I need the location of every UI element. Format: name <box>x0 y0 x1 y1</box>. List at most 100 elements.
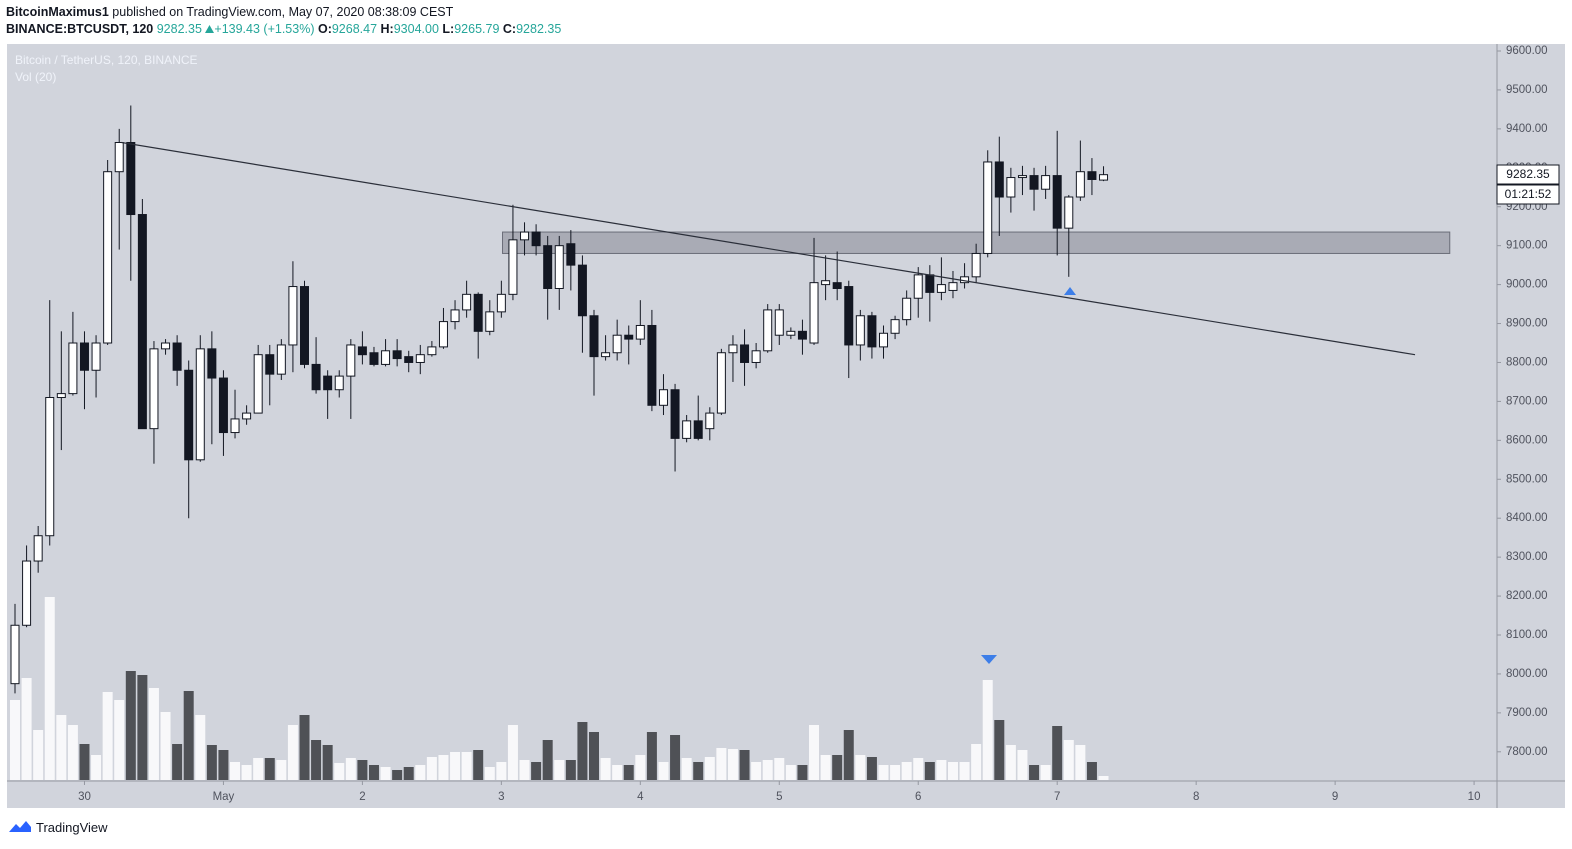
last-price: 9282.35 <box>156 22 202 36</box>
candle-body <box>288 286 298 346</box>
brand-logo <box>9 821 31 832</box>
volume-bar <box>1005 745 1016 780</box>
volume-bar <box>704 757 715 780</box>
symbol: BINANCE:BTCUSDT, 120 <box>6 22 154 36</box>
volume-bar <box>866 757 877 780</box>
volume-bar <box>450 752 461 780</box>
volume-bar <box>287 725 298 780</box>
brand: TradingView <box>36 819 108 835</box>
volume-bar <box>218 750 229 780</box>
candle-body <box>438 321 448 348</box>
volume-bar <box>473 750 484 780</box>
candle-body <box>844 286 854 346</box>
volume-bar <box>91 755 102 780</box>
x-tick-label: 9 <box>1332 791 1338 803</box>
volume-bar <box>438 755 449 780</box>
candle-body <box>1041 175 1051 190</box>
volume-bar <box>172 744 183 780</box>
volume-bar <box>241 765 252 780</box>
candle-body <box>33 535 43 562</box>
volume-bar <box>994 720 1005 780</box>
candle-body <box>566 243 576 266</box>
volume-bar <box>322 745 333 780</box>
candle-body <box>415 354 425 363</box>
y-tick-label: 9000.00 <box>1506 279 1548 291</box>
volume-bar <box>125 671 136 780</box>
volume-bar <box>79 744 90 780</box>
candle-body <box>22 560 32 626</box>
candle-body <box>265 354 275 375</box>
volume-bar <box>345 758 356 780</box>
candle-body <box>126 142 136 216</box>
volume-bar <box>554 760 565 780</box>
candle-body <box>230 418 240 434</box>
x-tick-label: 4 <box>637 791 644 803</box>
y-tick-label: 8300.00 <box>1506 551 1548 563</box>
ohlc-value: 9268.47 <box>331 22 378 36</box>
ohlc-value: 9304.00 <box>393 22 439 36</box>
volume-bar <box>21 678 32 780</box>
candle-body <box>450 309 460 323</box>
candle-body <box>705 412 715 430</box>
candle-layer <box>10 105 1416 694</box>
candle-body <box>473 293 483 332</box>
volume-bar <box>276 760 287 780</box>
candle-body <box>357 346 367 356</box>
candle-body <box>1052 175 1062 229</box>
candle-body <box>149 348 159 430</box>
ohlc-value: 9265.79 <box>454 22 500 36</box>
signal-arrow-up <box>1064 287 1076 295</box>
candle-body <box>948 282 958 291</box>
volume-bar <box>809 725 820 780</box>
volume-bar <box>1075 745 1086 780</box>
volume-bar <box>67 725 78 780</box>
candle-body <box>462 293 472 311</box>
volume-bar <box>971 744 982 780</box>
volume-bar <box>160 712 171 780</box>
axis-layer: 7800.00 7900.00 8000.00 8100.00 8200.00 8300.… <box>78 45 1547 803</box>
author: BitcoinMaximus1 <box>6 5 109 19</box>
ohlc: O:9268.47 H:9304.00 L:9265.79 C:9282.35 <box>318 22 561 36</box>
ohlc-label: L: <box>442 22 455 36</box>
volume-bar <box>380 767 391 780</box>
volume-bar <box>600 758 611 780</box>
y-tick-label: 9600.00 <box>1506 45 1548 57</box>
candle-body <box>716 352 726 414</box>
volume-bar <box>148 688 159 780</box>
publish-line: BitcoinMaximus1 published on TradingView… <box>6 5 453 19</box>
candle-body <box>253 354 263 414</box>
y-tick-label: 8100.00 <box>1506 629 1548 641</box>
ohlc-label: C: <box>502 22 517 36</box>
volume-bar <box>519 760 530 780</box>
candle-body <box>1017 175 1027 179</box>
price-tag: 9282.35 <box>1506 167 1550 181</box>
volume-bar <box>114 700 125 780</box>
candle-body <box>994 161 1004 198</box>
candle-body <box>45 397 55 537</box>
price-tag-box <box>1496 164 1560 185</box>
volume-bar <box>681 758 692 780</box>
candle-body <box>554 245 564 289</box>
candle-body <box>311 363 321 391</box>
candle-body <box>427 346 437 356</box>
candle-body <box>323 375 333 391</box>
candle-body <box>601 352 611 358</box>
volume-bar <box>392 770 403 780</box>
candle-body <box>381 350 391 365</box>
volume-bar <box>820 755 831 780</box>
candle-body <box>137 214 147 430</box>
candle-body <box>79 342 89 371</box>
x-tick-label: 8 <box>1193 791 1199 803</box>
candle-body <box>797 330 807 340</box>
candle-body <box>114 142 124 173</box>
candle-body <box>740 344 750 363</box>
volume-bar <box>623 765 634 780</box>
volume-bar <box>797 765 808 780</box>
candle-body <box>577 264 587 317</box>
volume-bar <box>368 765 379 780</box>
candle-body <box>1064 196 1074 229</box>
volume-bar <box>415 765 426 780</box>
candle-body <box>890 319 900 334</box>
trendline <box>121 141 1416 356</box>
candle-body <box>1075 171 1085 198</box>
